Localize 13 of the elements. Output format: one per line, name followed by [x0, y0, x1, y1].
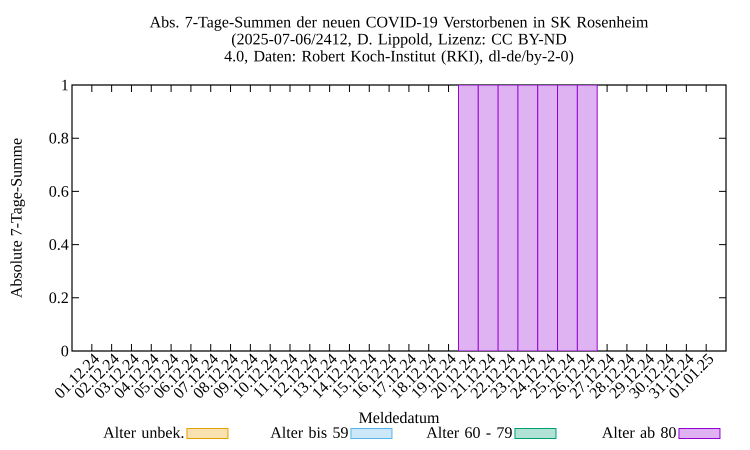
y-tick-label: 0.8 — [49, 132, 68, 144]
legend-label: Alter 60 - 79 — [426, 426, 512, 438]
y-tick-label: 1 — [62, 80, 68, 90]
y-axis-title: Absolute 7-Tage-Summe — [10, 138, 25, 298]
chart-title: Abs. 7-Tage-Summen der neuen COVID-19 Verstorbenen in SK Rosenheim — [150, 16, 648, 31]
x-axis-title: Meldedatum — [359, 412, 440, 424]
legend-label: Alter unbek. — [103, 426, 184, 438]
y-tick-label: 0.2 — [49, 292, 68, 304]
legend-label: Alter bis 59 — [270, 426, 348, 438]
y-tick-label: 0.4 — [49, 239, 69, 250]
legend-label: Alter ab 80 — [602, 426, 676, 438]
chart-subtitle: (2025-07-06/2412, D. Lippold, Lizenz: CC BY-ND 4.0, Daten: Robert Koch-Institut (RKI), dl-de/by-2-0) — [224, 33, 574, 65]
y-tick-label: 0.6 — [49, 186, 68, 197]
